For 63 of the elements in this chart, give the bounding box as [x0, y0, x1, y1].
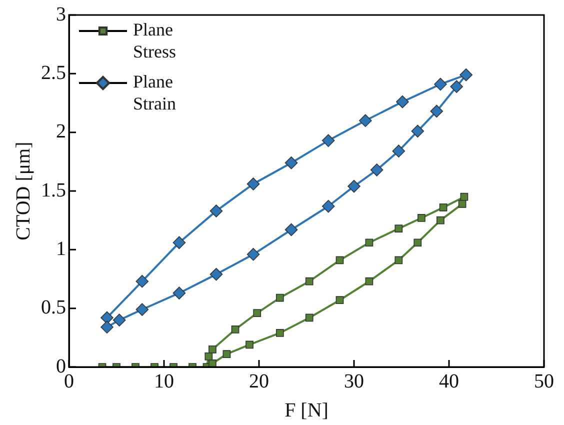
legend-label: Plane Stress [133, 20, 176, 62]
point [430, 104, 444, 118]
legend-label: Plane Strain [133, 72, 176, 114]
point [100, 311, 114, 324]
point [136, 303, 149, 316]
point [348, 180, 360, 193]
x-tick-label: 10 [154, 370, 174, 392]
point [204, 352, 213, 360]
y-tick-label: 2 [56, 120, 66, 143]
point [322, 134, 335, 147]
point [276, 329, 284, 337]
y-axis-title: CTOD [μm] [12, 142, 34, 240]
x-tick-label: 40 [439, 370, 459, 392]
point [411, 124, 424, 138]
x-tick-label: 20 [249, 370, 269, 392]
point [112, 314, 126, 326]
point [370, 163, 384, 176]
y-tick-label: 1.5 [41, 179, 66, 202]
point [276, 294, 284, 302]
point [284, 223, 298, 236]
point [460, 68, 472, 82]
x-tick-label: 50 [534, 370, 554, 392]
point [418, 214, 426, 222]
point [246, 178, 260, 190]
point [336, 256, 344, 264]
point [222, 350, 231, 358]
y-tick-label: 0 [56, 355, 66, 378]
point [394, 256, 403, 264]
point [392, 144, 406, 158]
point [246, 340, 254, 349]
y-tick-label: 1 [56, 238, 66, 260]
point [100, 320, 114, 334]
point [394, 224, 403, 232]
point [210, 204, 223, 218]
point [210, 268, 223, 281]
point [136, 274, 149, 288]
y-tick-label: 3 [56, 3, 66, 26]
point [172, 286, 186, 300]
x-tick-label: 30 [344, 370, 364, 392]
point [365, 277, 374, 286]
point [458, 200, 466, 208]
point [231, 326, 240, 334]
point [439, 203, 448, 212]
point [436, 216, 444, 224]
point [253, 309, 262, 317]
x-axis-title: F [N] [284, 399, 328, 422]
point [450, 80, 463, 93]
point [336, 296, 344, 304]
point [365, 238, 374, 247]
point [434, 78, 447, 91]
point [284, 156, 298, 170]
point [414, 238, 422, 247]
point [322, 200, 335, 213]
point [359, 114, 372, 127]
point [396, 95, 409, 108]
point [305, 277, 314, 286]
point [246, 248, 260, 261]
point [172, 236, 186, 250]
y-tick-label: 0.5 [41, 296, 66, 319]
y-tick-label: 2.5 [41, 62, 66, 84]
point [208, 360, 216, 367]
point [208, 345, 216, 354]
point [305, 314, 314, 322]
